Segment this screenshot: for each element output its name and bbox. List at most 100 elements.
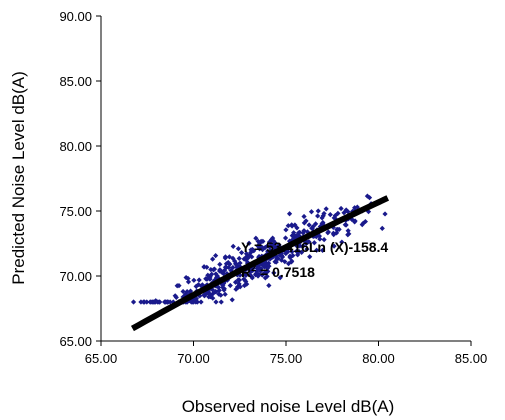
data-point bbox=[151, 299, 157, 305]
data-point bbox=[198, 299, 204, 305]
data-point bbox=[242, 256, 248, 262]
data-point bbox=[382, 211, 388, 217]
data-point bbox=[230, 243, 236, 249]
data-point bbox=[265, 268, 271, 275]
y-tick-label: 75.00 bbox=[59, 204, 92, 219]
data-point bbox=[286, 211, 293, 217]
data-point bbox=[295, 252, 301, 258]
data-point bbox=[218, 299, 224, 305]
data-point bbox=[193, 283, 199, 289]
data-point bbox=[223, 261, 230, 267]
data-point bbox=[296, 233, 302, 239]
data-point bbox=[262, 275, 268, 281]
x-axis-label: Observed noise Level dB(A) bbox=[182, 397, 395, 416]
data-point bbox=[253, 235, 259, 241]
data-point bbox=[191, 277, 197, 283]
data-point bbox=[217, 267, 223, 273]
data-point bbox=[332, 212, 338, 219]
data-point bbox=[196, 277, 202, 283]
data-point bbox=[220, 282, 226, 288]
r-squared-exponent: 2 bbox=[251, 263, 256, 273]
data-point bbox=[342, 222, 348, 228]
data-point bbox=[306, 239, 312, 245]
data-point bbox=[321, 237, 327, 243]
data-point bbox=[230, 264, 236, 271]
data-point bbox=[162, 299, 169, 305]
data-point bbox=[210, 267, 217, 273]
data-point bbox=[210, 256, 216, 262]
data-point bbox=[364, 193, 371, 199]
x-tick-label: 80.00 bbox=[362, 351, 395, 366]
data-point bbox=[360, 220, 366, 226]
data-point bbox=[287, 254, 293, 261]
data-point bbox=[352, 205, 358, 211]
data-point bbox=[266, 282, 272, 289]
data-point bbox=[210, 295, 216, 301]
data-point bbox=[235, 246, 242, 252]
data-point bbox=[208, 293, 214, 300]
data-point bbox=[246, 240, 252, 246]
data-point bbox=[247, 271, 253, 278]
data-point bbox=[195, 282, 202, 288]
data-point bbox=[304, 246, 310, 252]
data-point bbox=[349, 216, 355, 223]
data-point bbox=[233, 262, 239, 268]
y-ticks: 65.00 70.00 75.00 80.00 85.00 90.00 bbox=[59, 9, 101, 349]
data-point bbox=[185, 279, 192, 285]
data-point bbox=[325, 229, 331, 235]
data-point bbox=[222, 255, 228, 261]
data-point bbox=[292, 222, 298, 228]
data-point bbox=[301, 228, 307, 234]
data-point bbox=[184, 288, 190, 295]
r-squared-symbol: R bbox=[241, 264, 251, 280]
data-point bbox=[232, 258, 238, 264]
data-point bbox=[205, 272, 211, 278]
trendline-layer bbox=[130, 195, 390, 332]
data-point bbox=[237, 260, 243, 266]
data-point bbox=[237, 264, 243, 270]
r-squared-label: R2 = 0.7518 bbox=[241, 263, 315, 280]
data-point bbox=[218, 269, 225, 275]
data-point bbox=[301, 220, 307, 226]
data-point bbox=[309, 225, 315, 231]
data-point bbox=[272, 240, 278, 246]
data-point bbox=[224, 271, 230, 277]
data-point bbox=[270, 235, 276, 241]
data-point bbox=[217, 261, 223, 267]
data-point bbox=[226, 254, 233, 260]
data-point bbox=[183, 274, 189, 281]
x-tick-label: 75.00 bbox=[270, 351, 303, 366]
data-point bbox=[255, 243, 261, 249]
data-point bbox=[319, 215, 325, 221]
data-point bbox=[167, 299, 173, 305]
data-point bbox=[295, 249, 301, 255]
data-point bbox=[130, 299, 137, 305]
data-point bbox=[227, 282, 233, 289]
data-point bbox=[203, 276, 209, 282]
x-tick-label: 85.00 bbox=[455, 351, 488, 366]
trendline-equation: Y = 53.416Ln (X)-158.4 bbox=[241, 239, 388, 255]
data-point bbox=[213, 253, 219, 259]
data-point bbox=[241, 282, 248, 289]
data-point bbox=[222, 264, 229, 270]
data-point bbox=[242, 277, 248, 283]
data-point bbox=[277, 274, 283, 281]
data-point bbox=[314, 247, 320, 253]
data-point bbox=[323, 206, 329, 212]
data-point bbox=[299, 249, 305, 255]
data-point bbox=[379, 225, 385, 231]
data-point bbox=[172, 293, 178, 299]
data-point bbox=[254, 268, 260, 274]
data-point bbox=[256, 265, 262, 271]
data-point bbox=[331, 215, 337, 221]
data-point bbox=[157, 299, 163, 305]
data-point bbox=[249, 246, 256, 253]
data-point bbox=[271, 270, 277, 276]
data-point bbox=[315, 208, 321, 214]
data-point bbox=[331, 243, 337, 249]
y-tick-label: 85.00 bbox=[59, 74, 92, 89]
data-point bbox=[180, 288, 186, 295]
data-point bbox=[315, 213, 321, 219]
data-point bbox=[285, 223, 291, 229]
